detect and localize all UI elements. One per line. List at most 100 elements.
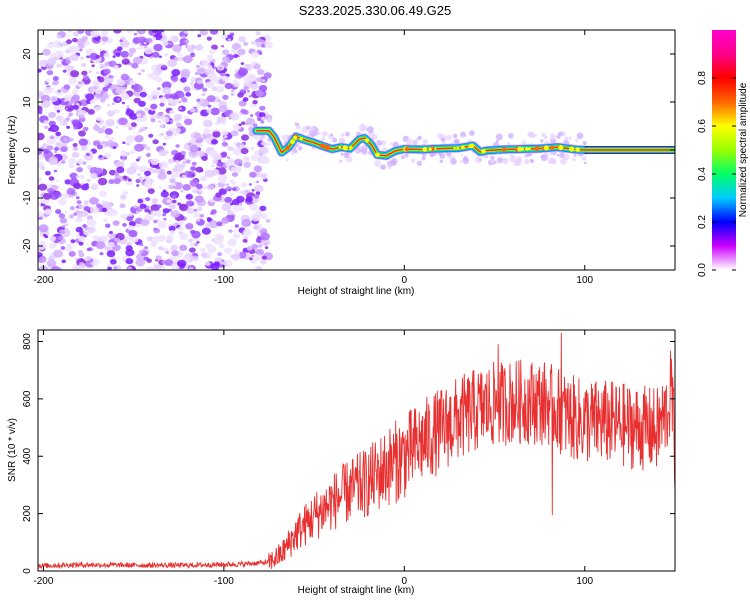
halo-blob [507, 142, 510, 146]
halo-blob [366, 126, 374, 134]
halo-blob [320, 136, 326, 142]
noise-blob [38, 256, 47, 263]
noise-blob [255, 191, 261, 195]
noise-blob [249, 257, 253, 261]
noise-blob [114, 237, 121, 243]
noise-blob [140, 219, 150, 227]
noise-blob [131, 122, 137, 127]
noise-blob [146, 236, 153, 242]
noise-blob [196, 79, 203, 85]
noise-blob [258, 84, 268, 92]
noise-blob [70, 96, 79, 103]
noise-blob [168, 42, 172, 45]
noise-blob [106, 110, 115, 117]
noise-blob [241, 219, 252, 227]
noise-blob [101, 125, 107, 130]
figure-title: S233.2025.330.06.49.G25 [299, 3, 452, 18]
noise-blob [248, 95, 252, 98]
noise-blob [159, 102, 165, 107]
noise-blob [259, 172, 268, 180]
noise-blob [218, 188, 227, 195]
y-tick-label: 800 [22, 333, 33, 350]
noise-blob [120, 150, 128, 157]
noise-blob [101, 207, 108, 213]
noise-blob [261, 141, 267, 146]
noise-blob [259, 156, 270, 165]
ridge-hotspot [569, 146, 575, 152]
x-tick-label: 0 [402, 275, 408, 286]
noise-blob [230, 91, 235, 95]
noise-blob [50, 95, 58, 102]
halo-blob [478, 158, 482, 161]
noise-blob [104, 135, 109, 139]
noise-blob [161, 81, 172, 90]
noise-blob [148, 133, 154, 138]
noise-blob [157, 120, 162, 124]
snr-y-label: SNR (10 * v/v) [7, 418, 18, 482]
noise-blob [169, 230, 176, 235]
noise-blob [87, 167, 91, 170]
noise-blob [240, 62, 245, 65]
noise-blob [169, 109, 175, 115]
noise-blob [42, 193, 52, 200]
halo-blob [260, 134, 266, 140]
noise-blob [120, 50, 129, 58]
noise-blob [198, 190, 203, 194]
halo-blob [414, 140, 418, 145]
noise-blob [87, 226, 96, 233]
noise-blob [73, 212, 78, 216]
noise-blob [153, 168, 160, 174]
colorbar-tick-label: 0.2 [697, 215, 708, 229]
noise-blob [174, 163, 185, 172]
halo-blob [540, 139, 544, 143]
noise-blob [137, 198, 144, 204]
noise-blob [72, 146, 79, 151]
noise-blob [157, 172, 167, 180]
noise-blob [49, 87, 55, 92]
noise-blob [136, 132, 140, 135]
halo-blob [527, 131, 534, 138]
halo-blob [490, 155, 495, 160]
noise-blob [42, 64, 46, 67]
noise-blob [252, 253, 262, 261]
noise-blob [195, 44, 204, 51]
noise-blob [264, 246, 269, 250]
noise-blob [83, 200, 89, 205]
noise-blob [38, 211, 43, 218]
noise-blob [227, 38, 231, 41]
noise-blob [53, 104, 64, 113]
noise-blob [121, 58, 130, 65]
noise-blob [246, 73, 257, 82]
noise-blob [193, 243, 198, 247]
halo-blob [502, 158, 509, 165]
noise-blob [38, 251, 41, 255]
noise-blob [46, 136, 57, 145]
noise-blob [125, 142, 131, 146]
noise-blob [174, 113, 183, 121]
noise-blob [56, 115, 65, 123]
noise-blob [212, 159, 219, 165]
noise-blob [233, 230, 237, 233]
y-tick-label: -10 [22, 190, 33, 205]
noise-blob [187, 142, 192, 146]
noise-blob [158, 265, 163, 268]
noise-blob [51, 266, 61, 270]
noise-blob [48, 111, 56, 119]
halo-blob [410, 158, 416, 164]
noise-blob [234, 224, 239, 228]
noise-blob [218, 66, 223, 70]
noise-blob [230, 89, 235, 92]
noise-blob [180, 190, 184, 193]
noise-blob [52, 76, 59, 81]
noise-blob [125, 109, 135, 117]
noise-blob [90, 172, 98, 179]
noise-blob [206, 95, 216, 103]
noise-blob [164, 259, 174, 266]
noise-blob [189, 242, 195, 247]
halo-blob [360, 123, 365, 129]
noise-blob [171, 76, 179, 82]
halo-blob [450, 158, 457, 165]
noise-blob [170, 35, 179, 43]
noise-blob [61, 160, 66, 164]
noise-blob [79, 48, 83, 52]
